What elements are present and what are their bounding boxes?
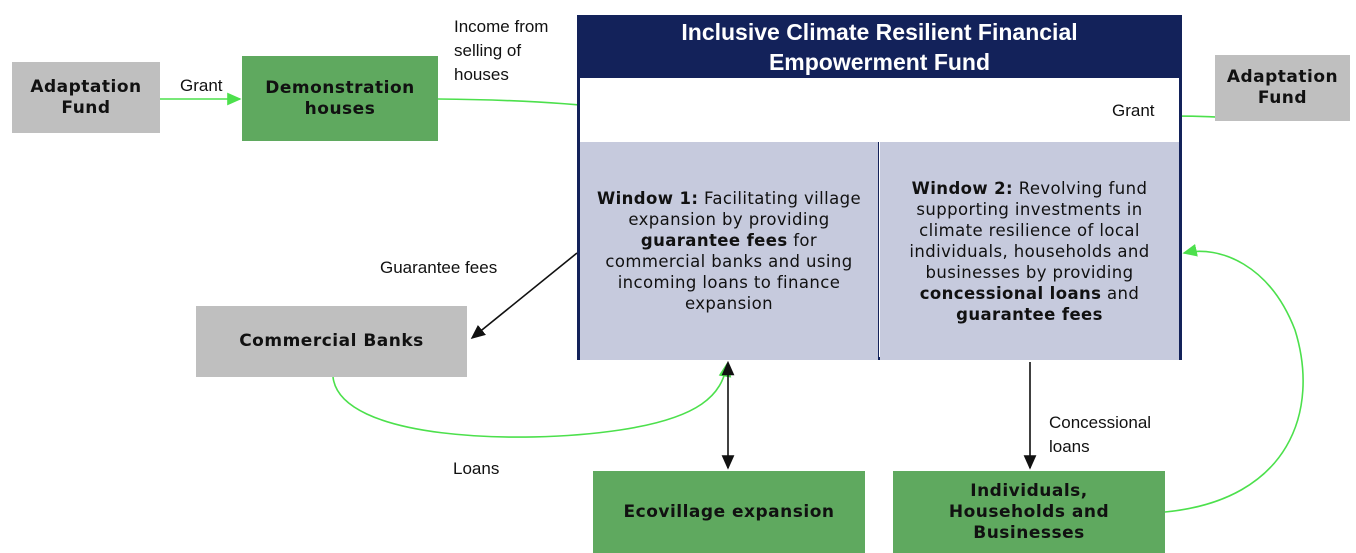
window-text: Window 2: Revolving fund supporting inve… bbox=[894, 178, 1165, 325]
window-2: Window 2: Revolving fund supporting inve… bbox=[880, 142, 1179, 360]
bold-text: concessional loans bbox=[919, 283, 1102, 303]
grant-label: Grant bbox=[1112, 101, 1155, 120]
right-fund: Adaptation Fund bbox=[1215, 55, 1350, 121]
arrow bbox=[1164, 243, 1304, 513]
text: Facilitating village expansion by provid… bbox=[628, 189, 867, 229]
text: and bbox=[1101, 283, 1145, 303]
arrow bbox=[332, 362, 732, 438]
text: for commercial banks and using incoming … bbox=[605, 231, 859, 313]
concessional-label: Concessional loans bbox=[1049, 413, 1152, 456]
demo-houses: Demonstration houses bbox=[242, 56, 438, 141]
loans-label: Loans bbox=[453, 459, 500, 478]
individuals: Individuals, Households and Businesses bbox=[893, 471, 1165, 553]
arrow bbox=[470, 252, 578, 340]
window-text: Window 1: Facilitating village expansion… bbox=[594, 188, 864, 314]
ecovillage: Ecovillage expansion bbox=[593, 471, 865, 553]
bold-text: guarantee fees bbox=[640, 231, 788, 250]
left-fund: Adaptation Fund bbox=[12, 62, 160, 133]
commercial-banks: Commercial Banks bbox=[196, 306, 467, 377]
income-label: Income from selling of houses bbox=[454, 17, 549, 84]
bold-text: Window 2: bbox=[911, 178, 1014, 198]
grant-label: Grant bbox=[180, 76, 223, 95]
guarantee-label: Guarantee fees bbox=[380, 258, 498, 277]
window-1: Window 1: Facilitating village expansion… bbox=[580, 142, 879, 360]
fund-title: Inclusive Climate Resilient Financial Em… bbox=[577, 15, 1182, 78]
text: Revolving fund supporting investments in… bbox=[909, 178, 1156, 282]
bold-text: guarantee fees bbox=[956, 304, 1103, 324]
bold-text: Window 1: bbox=[596, 189, 699, 208]
